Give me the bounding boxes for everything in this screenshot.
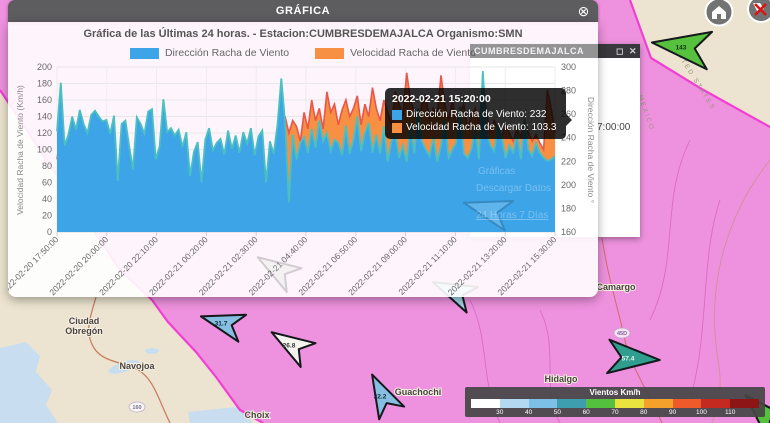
river (649, 139, 691, 321)
wind-legend-segment (643, 399, 673, 408)
wind-legend-tick: 70 (611, 409, 619, 416)
wind-arrow-label: 31.7 (215, 321, 228, 328)
wind-legend-tick: 110 (725, 409, 736, 416)
modal-body (8, 22, 598, 297)
wind-arrow-label: 26.8 (283, 343, 296, 350)
modal-titlebar: GRÁFICA ⊗ (8, 0, 598, 22)
wind-legend-segment (471, 399, 500, 408)
wind-arrow-label: 32.2 (374, 394, 387, 401)
wind-arrow-label: 143 (676, 45, 687, 52)
river (689, 199, 721, 401)
lake (145, 348, 159, 354)
wind-legend-tick: 80 (640, 409, 648, 416)
wind-arrow-label: 57.4 (622, 356, 635, 363)
legend-swatch (129, 47, 159, 59)
town-label: Camargo (596, 282, 636, 292)
home-icon (712, 6, 726, 19)
tooltip-row: Velocidad Racha de Viento: 103.3 (392, 122, 557, 133)
wind-legend-segment (730, 399, 759, 408)
wind-legend-colorbar (471, 399, 759, 408)
wind-legend-tick: 30 (496, 409, 504, 416)
wind-legend-tick: 50 (553, 409, 562, 416)
wind-legend-tick: 90 (668, 409, 677, 416)
chart-legend: Dirección Racha de Viento Velocidad Racha… (8, 47, 598, 59)
road-shield (613, 327, 631, 339)
tooltip-caret (565, 114, 572, 126)
ghost-popup-header: CUMBRESDEMAJALCA (470, 44, 598, 58)
town-label: Guachochi (395, 387, 442, 397)
wind-arrow[interactable] (360, 368, 406, 421)
wind-speed-legend: Vientos Km/h 30 40 50 60 70 80 90 100 110 (465, 387, 765, 417)
road-west (88, 296, 171, 423)
legend-label: Velocidad Racha de Viento (350, 47, 477, 59)
wind-arrow[interactable] (606, 338, 661, 377)
tooltip-swatch (392, 122, 402, 133)
chart-title: Gráfica de las Últimas 24 horas. - Estac… (83, 28, 523, 40)
town-label: Navojoa (119, 361, 155, 371)
sea (0, 342, 58, 423)
station-popup-time: 7:00:00 (597, 122, 631, 133)
wind-legend-segment (528, 399, 558, 408)
wind-legend-tick: 40 (524, 409, 533, 416)
tooltip-row: Dirección Racha de Viento: 232 (392, 109, 557, 120)
red-x-icon (754, 3, 767, 16)
wind-legend-segment (586, 399, 615, 408)
legend-swatch (315, 47, 345, 59)
wind-arrow[interactable] (649, 24, 714, 71)
wind-legend-segment (614, 399, 644, 408)
chart-tooltip: 2022-02-21 15:20:00 Dirección Racha de V… (385, 88, 572, 139)
lagoon (108, 360, 140, 374)
chart-legend-item[interactable]: Velocidad Racha de Viento (315, 47, 476, 59)
wind-arrow[interactable] (197, 303, 248, 343)
home-button[interactable] (704, 0, 734, 27)
modal-close-icon[interactable]: ⊗ (577, 3, 590, 19)
grafica-modal: GRÁFICA ⊗ Gráfica de las Últimas 24 hora… (8, 0, 598, 297)
close-icon[interactable]: ✕ (628, 46, 637, 56)
wind-legend-tick: 100 (695, 409, 707, 416)
tooltip-title: 2022-02-21 15:20:00 (392, 93, 491, 105)
wind-legend-segment (499, 399, 529, 408)
wind-arrow[interactable] (264, 320, 317, 368)
chart-legend-item[interactable]: Dirección Racha de Viento (129, 47, 290, 59)
town-label: Choix (244, 410, 269, 420)
road-shield-label: 45D (617, 331, 627, 337)
legend-label: Dirección Racha de Viento (164, 47, 290, 59)
river-mouth (188, 406, 252, 423)
maximize-icon[interactable]: ◻ (615, 46, 624, 56)
wind-legend-segment (557, 399, 587, 408)
wind-legend-title: Vientos Km/h (589, 388, 641, 397)
us-border-line (628, 0, 770, 128)
wind-legend-tick: 60 (582, 409, 590, 416)
road-shield-label: 160 (132, 405, 141, 411)
wind-legend-segment (672, 399, 702, 408)
town-label: Hidalgo (545, 374, 579, 384)
modal-title: GRÁFICA (275, 5, 331, 17)
wind-legend-segment (701, 399, 731, 408)
road-shield (128, 401, 146, 413)
clear-graphics-button[interactable] (747, 0, 770, 23)
town-label: Ciudad Obregón (65, 316, 103, 336)
tooltip-swatch (392, 109, 402, 120)
